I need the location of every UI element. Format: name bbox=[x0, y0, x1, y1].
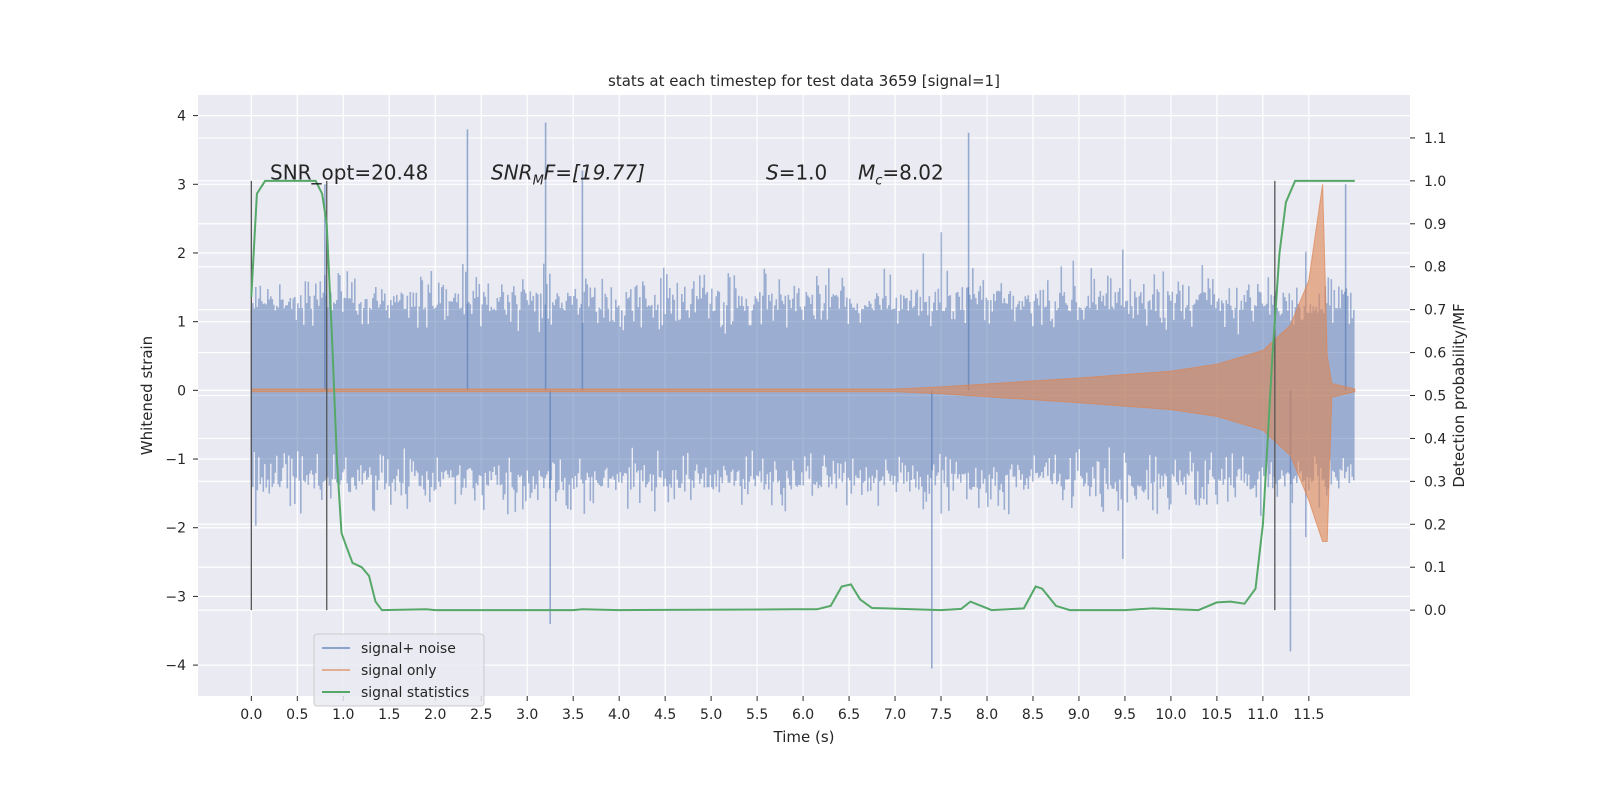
annotation-mc-sub: c bbox=[875, 173, 882, 188]
annotation-snr-mf-sub: M bbox=[533, 173, 544, 188]
signal-statistics-series bbox=[250, 179, 1355, 612]
annotation-s-value: =1.0 bbox=[779, 160, 828, 184]
y-tick-label: 0 bbox=[177, 383, 186, 399]
x-tick-label: 3.5 bbox=[562, 707, 584, 723]
x-tick-label: 5.0 bbox=[700, 707, 722, 723]
x-tick-label: 6.0 bbox=[792, 707, 814, 723]
annotation-mc: Mc=8.02 bbox=[858, 160, 944, 188]
x-tick-label: 8.0 bbox=[976, 707, 998, 723]
x-tick-label: 2.5 bbox=[470, 707, 492, 723]
y-right-tick-label: 0.6 bbox=[1424, 346, 1446, 362]
x-tick-label: 5.5 bbox=[746, 707, 768, 723]
y-tick-label: 4 bbox=[177, 109, 186, 125]
y-right-tick-label: 0.9 bbox=[1424, 217, 1446, 233]
x-tick-label: 1.0 bbox=[332, 707, 354, 723]
x-tick-label: 4.0 bbox=[608, 707, 630, 723]
x-tick-label: 6.5 bbox=[838, 707, 860, 723]
vertical-markers bbox=[250, 180, 1276, 611]
x-tick-label: 8.5 bbox=[1022, 707, 1044, 723]
y-right-tick-label: 0.0 bbox=[1424, 603, 1446, 619]
y-right-tick-label: 0.2 bbox=[1424, 517, 1446, 533]
x-tick-label: 3.0 bbox=[516, 707, 538, 723]
y-tick-label: −3 bbox=[165, 589, 186, 605]
x-tick-label: 11.0 bbox=[1247, 707, 1278, 723]
x-tick-label: 0.5 bbox=[286, 707, 308, 723]
annotation-snr-mf-suffix: F=[19.77] bbox=[544, 160, 645, 184]
annotation-s-prefix: S bbox=[766, 160, 779, 184]
y-tick-label: −2 bbox=[165, 521, 186, 537]
signal-only-series bbox=[250, 184, 1356, 542]
y-right-tick-label: 1.1 bbox=[1424, 131, 1446, 147]
x-tick-label: 10.5 bbox=[1201, 707, 1232, 723]
legend-label-signal-statistics: signal statistics bbox=[361, 685, 469, 701]
x-tick-label: 7.5 bbox=[930, 707, 952, 723]
signal-only-envelope bbox=[250, 184, 1356, 542]
legend: signal+ noise signal only signal statist… bbox=[313, 633, 485, 707]
chart-title: stats at each timestep for test data 365… bbox=[608, 72, 1000, 90]
x-tick-label: 4.5 bbox=[654, 707, 676, 723]
annotation-mc-prefix: M bbox=[858, 160, 875, 184]
annotation-s: S=1.0 bbox=[766, 160, 827, 184]
legend-box bbox=[313, 633, 485, 707]
annotation-snr-opt: SNR_opt=20.48 bbox=[270, 160, 428, 184]
y-tick-label: −4 bbox=[165, 658, 186, 674]
y-right-tick-label: 0.7 bbox=[1424, 303, 1446, 319]
y-tick-label: −1 bbox=[165, 452, 186, 468]
y-axis-right-label: Detection probability/MF bbox=[1450, 303, 1468, 487]
annotation-snr-mf: SNRMF=[19.77] bbox=[491, 160, 645, 188]
x-tick-label: 7.0 bbox=[884, 707, 906, 723]
y-right-tick-label: 0.8 bbox=[1424, 260, 1446, 276]
annotation-mc-value: =8.02 bbox=[882, 160, 943, 184]
y-right-tick-label: 0.5 bbox=[1424, 389, 1446, 405]
annotation-snr-mf-prefix: SNR bbox=[491, 160, 533, 184]
x-axis: 0.0 0.5 1.0 1.5 2.0 2.5 3.0 3.5 4.0 4.5 5.0 5.5 6.0 6… bbox=[240, 696, 1324, 723]
y-right-tick-label: 0.4 bbox=[1424, 431, 1446, 447]
x-tick-label: 10.0 bbox=[1155, 707, 1186, 723]
y-right-tick-label: 1.0 bbox=[1424, 174, 1446, 190]
x-tick-label: 9.5 bbox=[1114, 707, 1136, 723]
legend-label-signal-only: signal only bbox=[361, 663, 436, 679]
y-right-tick-label: 0.1 bbox=[1424, 560, 1446, 576]
x-tick-label: 9.0 bbox=[1068, 707, 1090, 723]
x-tick-label: 0.0 bbox=[240, 707, 262, 723]
y-tick-label: 2 bbox=[177, 246, 186, 262]
signal-statistics-line bbox=[250, 179, 1355, 612]
x-axis-label: Time (s) bbox=[773, 728, 835, 746]
legend-label-signal-noise: signal+ noise bbox=[361, 641, 456, 657]
x-tick-label: 11.5 bbox=[1293, 707, 1324, 723]
x-tick-label: 1.5 bbox=[378, 707, 400, 723]
y-tick-label: 3 bbox=[177, 177, 186, 193]
y-tick-label: 1 bbox=[177, 315, 186, 331]
y-right-tick-label: 0.3 bbox=[1424, 474, 1446, 490]
y-axis-label: Whitened strain bbox=[138, 336, 156, 455]
y-axis-right: 1.1 1.0 0.9 0.8 0.7 0.6 0.5 0.4 0.3 0.2 0.1 0.0 bbox=[1410, 131, 1446, 619]
annotations: SNR_opt=20.48 SNRMF=[19.77] S=1.0 Mc=8.0… bbox=[270, 160, 944, 188]
y-axis-left: 4 3 2 1 0 −1 −2 −3 −4 bbox=[165, 109, 198, 674]
x-tick-label: 2.0 bbox=[424, 707, 446, 723]
